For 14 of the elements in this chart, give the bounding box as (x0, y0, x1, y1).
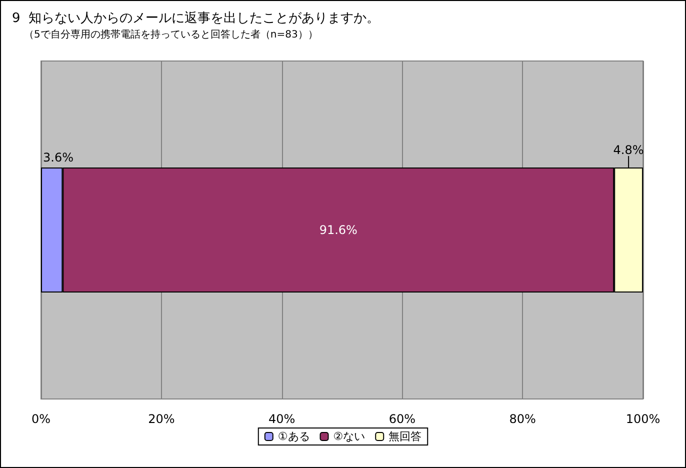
x-tick-label: 0% (31, 412, 51, 426)
data-label: 4.8% (613, 143, 644, 157)
x-tick-label: 60% (388, 412, 416, 426)
chart-subtitle: （5で自分専用の携帯電話を持っていると回答した者（n=83）） (24, 28, 318, 40)
x-tick-label: 20% (148, 412, 175, 426)
legend-label: ②ない (333, 430, 366, 443)
legend-label: 無回答 (388, 430, 422, 443)
data-label: 3.6% (43, 150, 74, 164)
x-tick-label: 100% (626, 412, 660, 426)
chart-title: 9 知らない人からのメールに返事を出したことがありますか。 (12, 11, 380, 26)
data-label: 91.6% (319, 223, 358, 237)
x-tick-label: 40% (268, 412, 296, 426)
x-tick-label: 80% (509, 412, 536, 426)
legend-label: ①ある (278, 430, 310, 443)
